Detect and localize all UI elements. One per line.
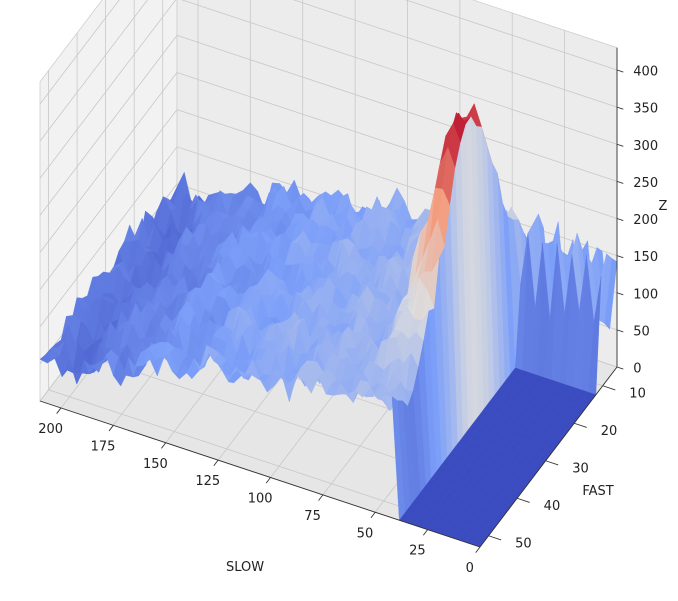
slow-tick-label: 100: [248, 492, 273, 507]
z-tick-label: 100: [633, 287, 658, 302]
x-axis-label: SLOW: [226, 560, 264, 575]
slow-tick-mark: [475, 546, 481, 553]
slow-tick-mark: [422, 529, 428, 536]
slow-tick-label: 125: [195, 474, 220, 489]
fast-tick-label: 50: [515, 536, 532, 551]
z-tick-label: 150: [633, 250, 658, 265]
z-tick-mark: [616, 69, 624, 73]
tick-marks: 2001751501251007550250102030405005010015…: [38, 47, 658, 576]
fast-tick-mark: [488, 535, 502, 541]
slow-tick-mark: [318, 494, 324, 501]
fast-tick-mark: [602, 385, 616, 391]
z-tick-mark: [616, 180, 624, 184]
z-tick-mark: [616, 292, 624, 296]
z-tick-mark: [616, 143, 624, 147]
slow-tick-label: 25: [409, 544, 426, 559]
slow-tick-label: 50: [357, 526, 374, 541]
y-axis-label: FAST: [582, 484, 613, 499]
z-axis-label: Z: [659, 199, 668, 214]
slow-tick-mark: [265, 477, 271, 484]
z-tick-mark: [616, 366, 624, 370]
fast-axis-line: [479, 366, 618, 548]
grid-line-z: [39, 0, 618, 105]
fast-tick-label: 30: [572, 461, 589, 476]
z-tick-mark: [616, 329, 624, 333]
slow-tick-label: 175: [91, 439, 116, 454]
slow-tick-mark: [56, 407, 62, 414]
z-tick-mark: [616, 106, 624, 110]
grid-line-z: [39, 0, 618, 142]
slow-tick-label: 75: [304, 509, 321, 524]
z-tick-label: 200: [633, 213, 658, 228]
slow-tick-mark: [161, 442, 167, 449]
z-tick-mark: [616, 218, 624, 222]
z-tick-label: 400: [633, 65, 658, 80]
grid-line-z: [39, 0, 618, 179]
slow-tick-mark: [213, 459, 219, 466]
z-tick-label: 300: [633, 139, 658, 154]
fast-tick-label: 20: [601, 424, 618, 439]
slow-tick-label: 0: [466, 561, 474, 576]
slow-tick-label: 200: [38, 422, 63, 437]
z-tick-label: 50: [633, 324, 650, 339]
slow-tick-label: 150: [143, 457, 168, 472]
fast-tick-mark: [516, 497, 530, 503]
slow-tick-mark: [108, 425, 114, 432]
surface-mesh: [39, 103, 618, 548]
slow-tick-mark: [370, 511, 376, 519]
z-tick-label: 250: [633, 176, 658, 191]
fast-tick-mark: [545, 460, 559, 466]
fast-tick-label: 40: [544, 499, 561, 514]
z-tick-label: 350: [633, 102, 658, 117]
z-tick-label: 0: [633, 362, 641, 377]
fast-tick-label: 10: [629, 386, 646, 401]
z-tick-mark: [616, 255, 624, 259]
fast-tick-mark: [574, 422, 587, 428]
